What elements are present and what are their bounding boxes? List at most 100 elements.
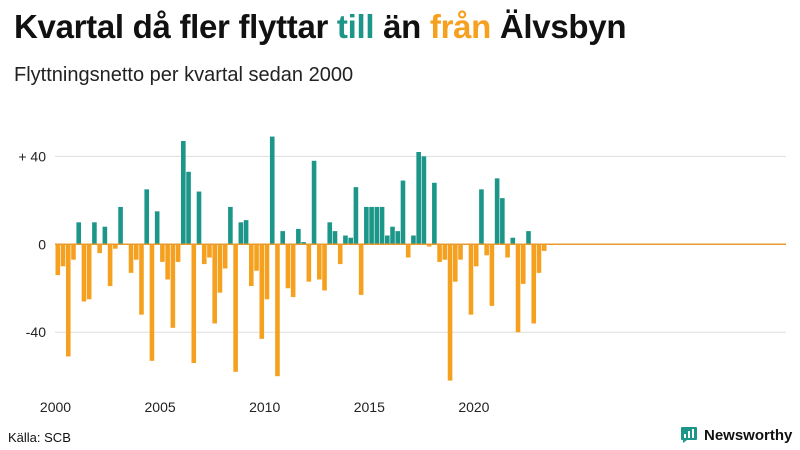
bar [181, 140, 186, 245]
x-tick-label: 2000 [40, 399, 71, 415]
bar [144, 189, 150, 245]
bar [479, 189, 484, 245]
x-tick-label: 2010 [249, 399, 280, 415]
bar [102, 226, 108, 245]
bar [447, 244, 453, 381]
bar [358, 244, 364, 295]
y-tick-label: -40 [26, 324, 46, 340]
bar [154, 211, 160, 245]
title-text-2: än [374, 8, 430, 45]
title-word-till: till [336, 8, 375, 45]
bar [332, 231, 338, 245]
chart-title: Kvartal då fler flyttar till än från Älv… [14, 8, 626, 46]
bar [170, 244, 176, 328]
bar [71, 244, 76, 260]
bar [317, 244, 322, 280]
bar [113, 244, 118, 249]
bar [531, 244, 537, 324]
bar [364, 206, 369, 245]
bar [207, 244, 212, 258]
source-note: Källa: SCB [8, 430, 71, 445]
bar [60, 244, 66, 267]
title-text-1: Kvartal då fler flyttar [14, 8, 337, 45]
bar [76, 222, 82, 245]
bar [81, 244, 87, 302]
bar [369, 206, 374, 245]
y-tick-label: 0 [38, 236, 46, 252]
title-word-fran: från [429, 8, 492, 45]
bar [285, 244, 291, 289]
bar [416, 151, 421, 245]
bar [65, 244, 71, 357]
bar [275, 244, 280, 377]
bar [400, 180, 406, 245]
bar [301, 242, 306, 245]
bar [149, 244, 155, 361]
bar [484, 244, 489, 256]
bar [201, 244, 207, 265]
bar [452, 244, 458, 282]
bar [322, 244, 327, 291]
x-tick-label: 2005 [145, 399, 176, 415]
bar [269, 136, 275, 245]
bar [337, 244, 343, 265]
bar [222, 244, 228, 269]
bar [165, 244, 170, 280]
bar [510, 237, 516, 245]
bar [432, 182, 437, 245]
bar [500, 198, 505, 245]
bar [437, 244, 442, 262]
bar [290, 244, 296, 298]
bar [468, 244, 474, 315]
bar [311, 160, 317, 245]
bar [379, 206, 385, 245]
bar [489, 244, 495, 306]
bar [505, 244, 510, 258]
bar [191, 244, 197, 364]
bar [411, 235, 416, 245]
bar [541, 244, 547, 251]
bar [473, 244, 479, 267]
brand-name: Newsworthy [704, 426, 793, 444]
bar [405, 244, 411, 258]
bar [390, 226, 395, 245]
bar [86, 244, 92, 300]
bar [458, 244, 463, 260]
bar [243, 220, 249, 245]
x-tick-label: 2020 [458, 399, 489, 415]
bar [280, 231, 285, 245]
bar [175, 244, 181, 262]
bar [160, 244, 165, 262]
y-tick-label: + 40 [18, 148, 46, 164]
brand-logo: Newsworthy [680, 426, 792, 444]
bar [264, 244, 270, 300]
bar [97, 244, 102, 254]
bar [426, 244, 432, 247]
bar [306, 244, 312, 282]
bar [374, 206, 380, 245]
bar [259, 244, 265, 339]
bar [327, 222, 333, 245]
newsworthy-icon [681, 427, 697, 443]
bar [186, 171, 191, 245]
title-text-3: Älvsbyn [491, 8, 627, 45]
bar [353, 187, 359, 245]
bar [238, 222, 244, 245]
bar [55, 244, 61, 276]
bar [520, 244, 526, 284]
bar [515, 244, 521, 333]
bar [296, 228, 301, 245]
x-tick-label: 2015 [354, 399, 385, 415]
bar [343, 235, 348, 245]
bar [254, 244, 259, 271]
bar [348, 237, 353, 245]
bar [536, 244, 542, 273]
bar [139, 244, 144, 315]
bar [494, 178, 500, 245]
bar [395, 231, 401, 245]
bar [384, 235, 390, 245]
bar [217, 244, 223, 293]
bar [133, 244, 139, 260]
bar [92, 222, 97, 245]
